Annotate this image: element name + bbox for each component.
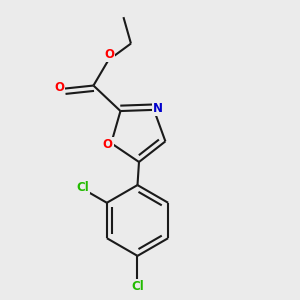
Text: Cl: Cl — [76, 181, 89, 194]
Text: O: O — [104, 48, 114, 61]
Text: N: N — [152, 103, 163, 116]
Text: Cl: Cl — [131, 280, 144, 293]
Text: O: O — [55, 80, 64, 94]
Text: O: O — [103, 138, 112, 151]
